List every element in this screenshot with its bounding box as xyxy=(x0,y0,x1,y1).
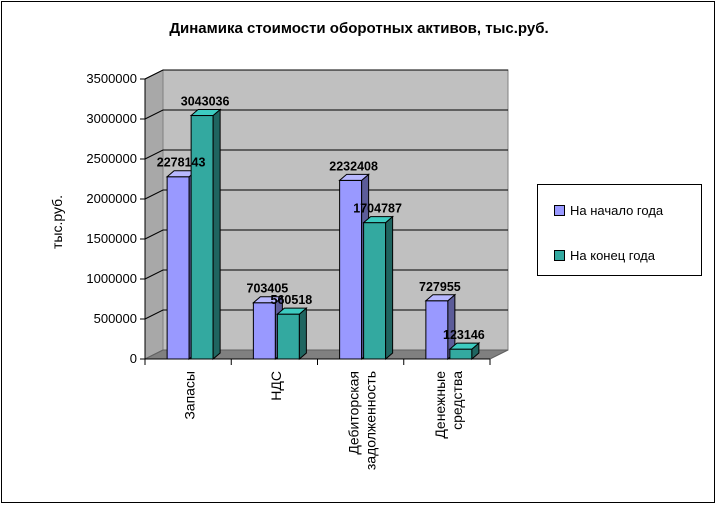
y-tick-label: 1000000 xyxy=(86,271,137,286)
legend-label-start: На начало года xyxy=(570,203,664,218)
bar-side xyxy=(212,108,221,361)
y-tick-label: 2000000 xyxy=(86,191,137,206)
bar-top xyxy=(424,294,457,302)
x-tick-label: Дебиторская xyxy=(346,371,362,455)
legend-item-start: На начало года xyxy=(554,203,663,218)
legend-swatch-end xyxy=(554,250,565,261)
legend-swatch-start xyxy=(554,205,565,216)
bar-top xyxy=(189,109,222,117)
legend-item-end: На конец года xyxy=(554,248,655,263)
gridline xyxy=(144,69,508,80)
bar xyxy=(363,222,387,360)
data-label: 123146 xyxy=(443,328,485,342)
x-tick-label: Денежные xyxy=(432,371,448,439)
bar xyxy=(252,302,276,360)
legend: На начало года На конец года xyxy=(537,184,702,276)
bar-top xyxy=(362,216,394,224)
legend-label-end: На конец года xyxy=(570,248,655,263)
data-label: 560518 xyxy=(271,293,313,307)
data-label: 703405 xyxy=(247,282,289,296)
data-label: 3043036 xyxy=(181,95,230,109)
bar xyxy=(276,313,300,360)
x-tick-label: задолженность xyxy=(363,371,379,470)
y-tick-label: 3500000 xyxy=(86,71,137,86)
bar xyxy=(166,176,190,360)
y-tick-label: 2500000 xyxy=(86,151,137,166)
bar xyxy=(449,348,473,360)
data-label: 1704787 xyxy=(353,202,402,216)
gridline xyxy=(144,189,508,200)
y-tick-label: 1500000 xyxy=(86,231,137,246)
bar-top xyxy=(276,307,308,315)
x-tick-label: НДС xyxy=(268,371,284,401)
plot-side-wall xyxy=(144,69,164,360)
y-tick-label: 500000 xyxy=(94,311,137,326)
data-label: 2232408 xyxy=(329,159,378,173)
bar-top xyxy=(448,342,481,350)
bar-top xyxy=(338,173,370,181)
chart-title: Динамика стоимости оборотных активов, ты… xyxy=(169,20,549,37)
bar-side xyxy=(298,307,307,361)
gridline xyxy=(144,149,508,160)
gridline xyxy=(144,109,508,120)
y-tick-label: 3000000 xyxy=(86,111,137,126)
bar-top xyxy=(252,296,284,304)
data-label: 2278143 xyxy=(157,156,206,170)
y-tick-label: 0 xyxy=(130,351,137,366)
bar-side xyxy=(385,215,394,361)
x-tick-label: Запасы xyxy=(182,371,198,420)
x-tick-label: средства xyxy=(449,371,465,430)
data-label: 727955 xyxy=(419,280,461,294)
bar xyxy=(190,115,214,360)
